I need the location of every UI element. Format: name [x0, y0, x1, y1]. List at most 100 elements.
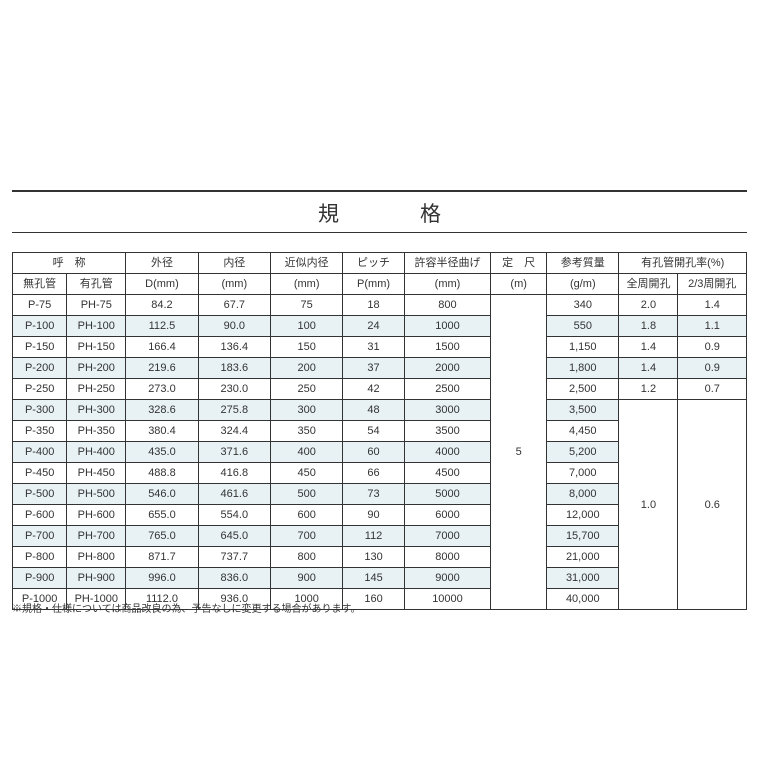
- cell: 765.0: [126, 526, 198, 547]
- cell: 1.8: [619, 316, 678, 337]
- cell: P-350: [13, 421, 67, 442]
- cell: 219.6: [126, 358, 198, 379]
- cell: 645.0: [198, 526, 270, 547]
- cell: 1000: [404, 316, 491, 337]
- cell: 600: [271, 505, 343, 526]
- cell: 166.4: [126, 337, 198, 358]
- cell: 1.2: [619, 379, 678, 400]
- cell: 3500: [404, 421, 491, 442]
- cell: 380.4: [126, 421, 198, 442]
- title-rule-bottom: [12, 232, 747, 233]
- cell: PH-150: [67, 337, 126, 358]
- cell: 4,450: [547, 421, 619, 442]
- col-header: 外径: [126, 253, 198, 274]
- cell: 655.0: [126, 505, 198, 526]
- cell: 48: [343, 400, 404, 421]
- cell: 40,000: [547, 589, 619, 610]
- cell: 400: [271, 442, 343, 463]
- cell: 145: [343, 568, 404, 589]
- col-header: 内径: [198, 253, 270, 274]
- cell: 996.0: [126, 568, 198, 589]
- cell: 4000: [404, 442, 491, 463]
- col-subheader: 全周開孔: [619, 274, 678, 295]
- cell: 340: [547, 295, 619, 316]
- cell: 1.1: [678, 316, 747, 337]
- cell: 550: [547, 316, 619, 337]
- cell: 1.4: [619, 337, 678, 358]
- cell: 15,700: [547, 526, 619, 547]
- col-subheader: (mm): [198, 274, 270, 295]
- cell: PH-450: [67, 463, 126, 484]
- cell: P-75: [13, 295, 67, 316]
- cell: 73: [343, 484, 404, 505]
- col-header: 呼 称: [13, 253, 126, 274]
- cell: 7,000: [547, 463, 619, 484]
- merged_t23: 0.6: [678, 400, 747, 610]
- std-length-cell: 5: [491, 295, 547, 610]
- cell: 0.9: [678, 358, 747, 379]
- cell: 90: [343, 505, 404, 526]
- cell: 0.9: [678, 337, 747, 358]
- cell: P-300: [13, 400, 67, 421]
- cell: 18: [343, 295, 404, 316]
- cell: 836.0: [198, 568, 270, 589]
- col-subheader: D(mm): [126, 274, 198, 295]
- cell: 2500: [404, 379, 491, 400]
- col-subheader: (g/m): [547, 274, 619, 295]
- cell: PH-250: [67, 379, 126, 400]
- cell: PH-400: [67, 442, 126, 463]
- cell: 461.6: [198, 484, 270, 505]
- merged_full: 1.0: [619, 400, 678, 610]
- cell: 130: [343, 547, 404, 568]
- cell: 100: [271, 316, 343, 337]
- table-row: P-150PH-150166.4136.41503115001,1501.40.…: [13, 337, 747, 358]
- cell: 300: [271, 400, 343, 421]
- cell: 5000: [404, 484, 491, 505]
- cell: P-150: [13, 337, 67, 358]
- cell: 250: [271, 379, 343, 400]
- cell: 273.0: [126, 379, 198, 400]
- cell: 350: [271, 421, 343, 442]
- cell: 54: [343, 421, 404, 442]
- cell: 0.7: [678, 379, 747, 400]
- cell: P-100: [13, 316, 67, 337]
- cell: 84.2: [126, 295, 198, 316]
- cell: 150: [271, 337, 343, 358]
- cell: 31,000: [547, 568, 619, 589]
- table-row: P-300PH-300328.6275.83004830003,5001.00.…: [13, 400, 747, 421]
- cell: 9000: [404, 568, 491, 589]
- title-block: 規 格: [0, 190, 759, 233]
- cell: P-200: [13, 358, 67, 379]
- cell: 450: [271, 463, 343, 484]
- col-subheader: 無孔管: [13, 274, 67, 295]
- cell: 112: [343, 526, 404, 547]
- cell: PH-700: [67, 526, 126, 547]
- footnote: ※規格・仕様については商品改良の為、予告なしに変更する場合があります。: [12, 600, 361, 615]
- cell: 200: [271, 358, 343, 379]
- cell: 488.8: [126, 463, 198, 484]
- cell: 8000: [404, 547, 491, 568]
- cell: 546.0: [126, 484, 198, 505]
- col-subheader: P(mm): [343, 274, 404, 295]
- cell: 435.0: [126, 442, 198, 463]
- cell: P-500: [13, 484, 67, 505]
- col-header: 許容半径曲げ: [404, 253, 491, 274]
- cell: PH-75: [67, 295, 126, 316]
- cell: 4500: [404, 463, 491, 484]
- cell: 8,000: [547, 484, 619, 505]
- col-subheader: (mm): [404, 274, 491, 295]
- cell: 275.8: [198, 400, 270, 421]
- cell: 700: [271, 526, 343, 547]
- cell: 500: [271, 484, 343, 505]
- cell: P-900: [13, 568, 67, 589]
- cell: P-450: [13, 463, 67, 484]
- cell: PH-200: [67, 358, 126, 379]
- cell: 416.8: [198, 463, 270, 484]
- cell: 21,000: [547, 547, 619, 568]
- cell: 31: [343, 337, 404, 358]
- cell: 1,150: [547, 337, 619, 358]
- col-header: ピッチ: [343, 253, 404, 274]
- cell: PH-600: [67, 505, 126, 526]
- cell: 7000: [404, 526, 491, 547]
- cell: 66: [343, 463, 404, 484]
